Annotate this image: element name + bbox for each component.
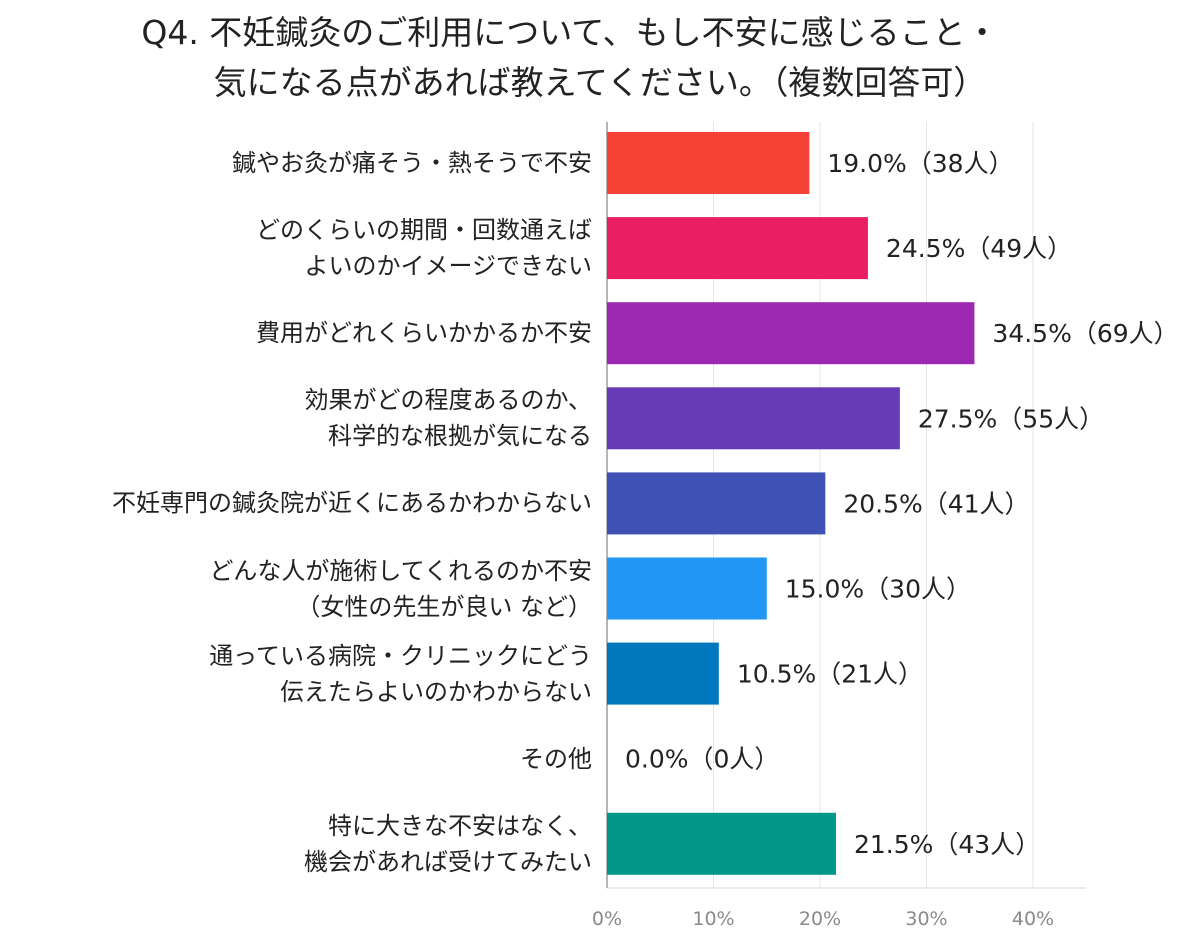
category-label-line: よいのかイメージできない [304, 252, 592, 281]
category-label: その他 [520, 741, 592, 777]
category-label: 鍼やお灸が痛そう・熱そうで不安 [232, 145, 592, 181]
data-label: 20.5%（41人） [843, 489, 1029, 518]
x-tick-label: 10% [692, 908, 734, 930]
bar [607, 217, 868, 280]
category-label: 通っている病院・クリニックにどう伝えたらよいのかわからない [209, 638, 592, 710]
category-label-line: 不妊専門の鍼灸院が近くにあるかわからない [112, 489, 592, 518]
x-tick-label: 40% [1012, 908, 1054, 930]
category-label: どんな人が施術してくれるのか不安 （女性の先生が良い など） [209, 553, 592, 625]
bar [607, 302, 975, 365]
x-tick-label: 20% [799, 908, 841, 930]
chart-title-line-2: 気になる点があれば教えてください。（複数回答可） [213, 63, 987, 102]
data-label: 0.0%（0人） [625, 745, 779, 774]
category-label: 不妊専門の鍼灸院が近くにあるかわからない [112, 485, 592, 521]
category-label-line: 科学的な根拠が気になる [328, 422, 592, 451]
data-label: 15.0%（30人） [785, 575, 971, 604]
bar [607, 132, 810, 194]
bar [607, 557, 767, 620]
category-label-line: （女性の先生が良い など） [296, 592, 592, 621]
data-label: 24.5%（49人） [886, 234, 1072, 263]
category-label: 効果がどの程度あるのか、科学的な根拠が気になる [304, 382, 592, 454]
category-label: どのくらいの期間・回数通えばよいのかイメージできない [256, 212, 592, 284]
data-label: 34.5%（69人） [992, 319, 1178, 348]
category-label: 特に大きな不安はなく、機会があれば受けてみたい [304, 808, 592, 880]
data-label: 27.5%（55人） [918, 404, 1104, 433]
category-label-line: 特に大きな不安はなく、 [328, 811, 592, 840]
data-label: 10.5%（21人） [737, 660, 923, 689]
category-label: 費用がどれくらいかかるか不安 [256, 315, 592, 351]
category-label-line: 効果がどの程度あるのか、 [304, 386, 592, 415]
data-label: 21.5%（43人） [854, 830, 1040, 859]
bar [607, 387, 900, 450]
chart-title: Q4. 不妊鍼灸のご利用について、もし不安に感じること・ 気になる点があれば教え… [0, 8, 1200, 108]
category-label-line: その他 [520, 744, 592, 773]
x-tick-label: 0% [592, 908, 622, 930]
bar [607, 472, 826, 535]
bar [607, 812, 836, 875]
category-label-line: 機会があれば受けてみたい [304, 847, 592, 876]
chart-title-line-1: Q4. 不妊鍼灸のご利用について、もし不安に感じること・ [141, 13, 999, 52]
x-tick-label: 30% [905, 908, 947, 930]
category-label-line: 伝えたらよいのかわからない [280, 677, 592, 706]
data-label: 19.0%（38人） [827, 149, 1013, 178]
category-label-line: どんな人が施術してくれるのか不安 [209, 556, 592, 585]
category-label-line: 通っている病院・クリニックにどう [209, 641, 592, 670]
bar [607, 642, 719, 705]
category-label-line: 鍼やお灸が痛そう・熱そうで不安 [232, 149, 592, 177]
category-label-line: どのくらいの期間・回数通えば [256, 216, 592, 245]
category-label-line: 費用がどれくらいかかるか不安 [256, 319, 592, 348]
